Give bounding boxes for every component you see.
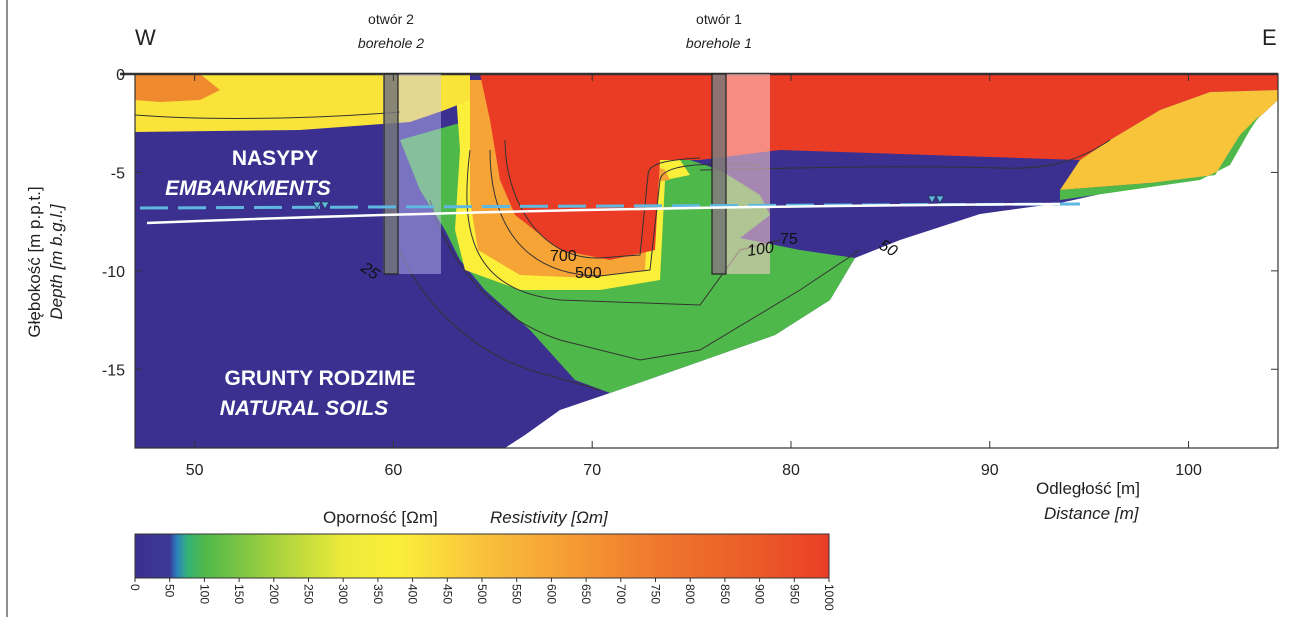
- borehole-2-label-en: borehole 2: [358, 35, 424, 51]
- colorbar-tick-label: 300: [336, 584, 350, 604]
- colorbar-tick-label: 600: [544, 584, 558, 604]
- zone-natural-en: NATURAL SOILS: [220, 397, 388, 420]
- colorbar-tick-label: 1000: [822, 584, 836, 611]
- y-axis: 0 -5 -10 -15: [102, 67, 1278, 379]
- colorbar-tick-label: 250: [302, 584, 316, 604]
- contour-top: [135, 111, 1111, 171]
- contour-label-700: 700: [550, 248, 577, 265]
- water-level-marker-icon: [312, 201, 330, 210]
- west-label: W: [135, 25, 156, 50]
- east-label: E: [1262, 25, 1277, 50]
- x-tick-label: 70: [583, 462, 601, 479]
- zone-very-high: [480, 74, 1278, 260]
- x-axis-title-pl: Odległość [m]: [1036, 479, 1140, 498]
- borehole-1-label-en: borehole 1: [686, 35, 752, 51]
- colorbar-tick-label: 950: [787, 584, 801, 604]
- contour-label-75: 75: [780, 231, 798, 248]
- contour-label-100: 100: [746, 239, 775, 260]
- zone-natural-pl: GRUNTY RODZIME: [225, 367, 416, 390]
- colorbar-title-en: Resistivity [Ωm]: [490, 508, 609, 527]
- contour-700: [504, 139, 701, 259]
- colorbar-tick-label: 850: [718, 584, 732, 604]
- colorbar-tick-label: 400: [406, 584, 420, 604]
- colorbar-tick-label: 450: [440, 584, 454, 604]
- borehole-2-column: [383, 73, 399, 275]
- borehole-2-label-pl: otwór 2: [368, 11, 414, 27]
- resistivity-section: [135, 74, 1278, 448]
- x-axis: 50 60 70 80 90 100: [186, 74, 1202, 479]
- zone-east-transition: [1060, 90, 1278, 190]
- colorbar-tick-label: 700: [614, 584, 628, 604]
- x-axis-title-en: Distance [m]: [1044, 504, 1140, 523]
- y-axis-title-en: Depth [m b.g.l.]: [47, 203, 66, 320]
- colorbar-tick-label: 150: [232, 584, 246, 604]
- borehole-1-column: [711, 73, 727, 275]
- contour-50: [429, 199, 861, 361]
- colorbar-tick-label: 500: [475, 584, 489, 604]
- zone-embankments-pl: NASYPY: [232, 147, 318, 170]
- colorbar-tick-label: 0: [128, 584, 142, 591]
- colorbar-title-pl: Oporność [Ωm]: [323, 508, 438, 527]
- x-tick-label: 50: [186, 462, 204, 479]
- zone-top-layer-red: [135, 74, 220, 102]
- colorbar-tick-label: 550: [510, 584, 524, 604]
- colorbar-tick-label: 200: [267, 584, 281, 604]
- y-tick-label: 0: [116, 67, 125, 84]
- colorbar-tick-label: 350: [371, 584, 385, 604]
- water-table-dashed: [139, 202, 1091, 210]
- colorbar-tick-label: 50: [163, 584, 177, 598]
- contour-label-500: 500: [575, 265, 602, 282]
- zone-embankments-en: EMBANKMENTS: [165, 177, 331, 200]
- y-axis-title-pl: Głębokość [m p.p.t.]: [25, 186, 44, 337]
- colorbar-tick-label: 750: [649, 584, 663, 604]
- colorbar: [134, 533, 830, 579]
- colorbar-tick-label: 650: [579, 584, 593, 604]
- x-tick-label: 90: [981, 462, 999, 479]
- y-tick-label: -10: [102, 264, 125, 281]
- water-table-solid: [146, 202, 1061, 225]
- x-tick-label: 80: [782, 462, 800, 479]
- contour-100: [466, 149, 781, 306]
- x-tick-label: 100: [1175, 462, 1202, 479]
- contour-25: [399, 249, 601, 391]
- colorbar-tick-label: 800: [683, 584, 697, 604]
- y-tick-label: -5: [111, 165, 125, 182]
- colorbar-ticks: 0 50 100 150 200 250 300 350 400 450 500 550 600 650 7…: [128, 578, 836, 611]
- borehole-1-label-pl: otwór 1: [696, 11, 742, 27]
- x-tick-label: 60: [385, 462, 403, 479]
- y-tick-label: -15: [102, 362, 125, 379]
- colorbar-tick-label: 100: [197, 584, 211, 604]
- water-level-marker-icon-2: [927, 195, 945, 204]
- colorbar-tick-label: 900: [753, 584, 767, 604]
- zone-east-green: [1060, 115, 1260, 200]
- contour-label-50: 50: [876, 237, 900, 261]
